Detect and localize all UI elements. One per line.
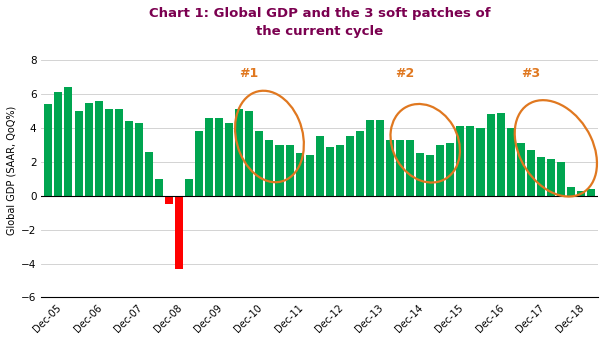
Bar [195, 131, 203, 196]
Bar [346, 136, 354, 196]
Bar [356, 131, 364, 196]
Bar [235, 109, 243, 196]
Bar [557, 162, 565, 196]
Bar [54, 92, 62, 196]
Bar [125, 121, 132, 196]
Bar [65, 87, 73, 196]
Text: #2: #2 [395, 67, 414, 80]
Bar [567, 187, 575, 196]
Bar [587, 189, 595, 196]
Bar [286, 145, 293, 196]
Bar [165, 196, 173, 204]
Bar [135, 123, 143, 196]
Title: Chart 1: Global GDP and the 3 soft patches of
the current cycle: Chart 1: Global GDP and the 3 soft patch… [149, 7, 491, 38]
Bar [527, 150, 535, 196]
Bar [386, 140, 394, 196]
Bar [115, 109, 123, 196]
Bar [497, 113, 505, 196]
Bar [325, 147, 334, 196]
Bar [426, 155, 434, 196]
Bar [275, 145, 284, 196]
Bar [74, 111, 82, 196]
Bar [537, 157, 544, 196]
Bar [506, 128, 515, 196]
Bar [366, 120, 374, 196]
Bar [306, 155, 313, 196]
Bar [85, 103, 93, 196]
Bar [255, 131, 263, 196]
Bar [336, 145, 344, 196]
Bar [517, 143, 525, 196]
Bar [477, 128, 485, 196]
Text: #1: #1 [240, 67, 258, 80]
Bar [94, 101, 103, 196]
Bar [185, 179, 193, 196]
Bar [436, 145, 444, 196]
Bar [446, 143, 454, 196]
Bar [296, 153, 304, 196]
Bar [266, 140, 273, 196]
Bar [486, 115, 494, 196]
Bar [44, 104, 53, 196]
Bar [175, 196, 183, 269]
Bar [145, 152, 153, 196]
Bar [246, 111, 253, 196]
Y-axis label: Global GDP (SAAR, QoQ%): Global GDP (SAAR, QoQ%) [7, 106, 17, 235]
Bar [105, 109, 113, 196]
Bar [406, 140, 414, 196]
Bar [376, 120, 384, 196]
Bar [316, 136, 324, 196]
Bar [396, 140, 404, 196]
Bar [416, 153, 424, 196]
Bar [547, 159, 555, 196]
Bar [577, 191, 585, 196]
Bar [225, 123, 234, 196]
Bar [155, 179, 163, 196]
Text: #3: #3 [521, 67, 540, 80]
Bar [456, 126, 465, 196]
Bar [466, 126, 474, 196]
Bar [205, 118, 213, 196]
Bar [215, 118, 223, 196]
